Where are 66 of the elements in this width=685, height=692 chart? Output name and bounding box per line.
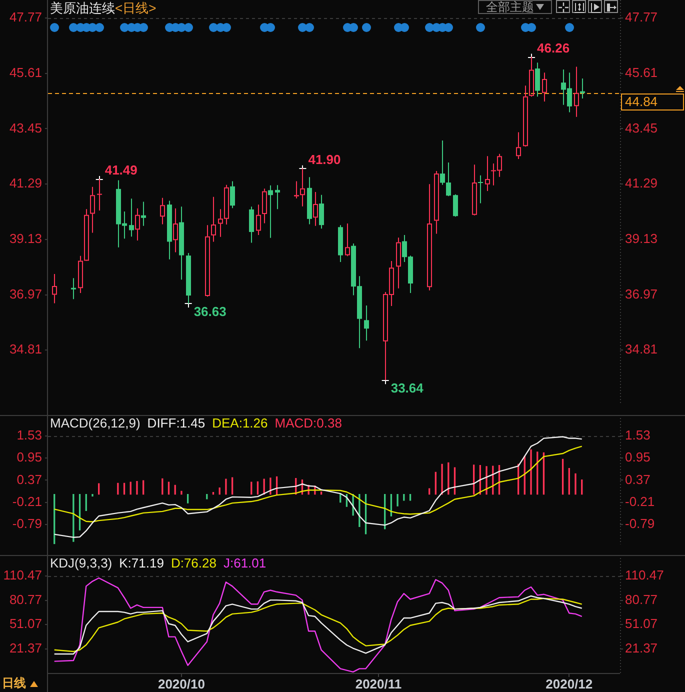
y-tick-label: 110.47: [3, 568, 42, 583]
annotation: 36.63: [194, 304, 226, 320]
y-tick-label: 41.29: [9, 176, 42, 191]
y2-tick-label: 110.47: [625, 568, 664, 583]
y2-tick-label: 51.07: [625, 616, 658, 632]
text: K:71.19: [119, 556, 164, 571]
y-tick-label: -0.79: [12, 516, 42, 531]
series-label: J:61.01: [223, 556, 266, 571]
candlestick: [230, 180, 235, 209]
y2-tick-label: 0.95: [625, 450, 650, 465]
candlestick: [478, 174, 483, 204]
y-tick-label: -0.21: [12, 494, 42, 509]
annotation: 41.90: [308, 152, 341, 168]
x-tick-label: 2020/12: [546, 676, 593, 692]
y2-tick-label: 41.29: [625, 176, 658, 191]
candlestick: [453, 194, 458, 218]
y-tick-label: 43.45: [9, 120, 42, 136]
y-tick-label: 36.97: [9, 286, 42, 302]
ref-line-label: 44.84: [625, 94, 658, 110]
candlestick: [129, 198, 134, 238]
candlestick: [71, 278, 76, 300]
candlestick: [294, 180, 299, 199]
y-tick-label: 0.37: [16, 472, 42, 487]
y2-tick-label: 34.81: [625, 342, 658, 357]
y2-tick-label: 21.37: [625, 640, 658, 656]
y-tick-label: 47.77: [9, 10, 42, 25]
chart-title: 美原油连续: [50, 0, 115, 16]
text: DEA:1.26: [212, 416, 268, 431]
candlestick: [249, 206, 254, 244]
candlestick: [364, 305, 369, 342]
text: 日线: [2, 676, 26, 691]
candlestick: [275, 184, 280, 210]
y-tick-label: 39.13: [9, 230, 42, 246]
y2-tick-label: 47.77: [625, 10, 658, 25]
y2-tick-label: 43.45: [625, 120, 658, 136]
y-tick-label: 21.37: [9, 640, 42, 656]
y2-tick-label: 39.13: [625, 230, 658, 246]
y2-tick-label: -0.21: [625, 494, 655, 509]
candlestick: [319, 194, 324, 230]
y2-tick-label: 0.37: [625, 472, 650, 487]
x-tick-label: 2020/10: [158, 676, 205, 692]
chart-subtitle: <日线>: [115, 0, 156, 16]
y2-tick-label: 36.97: [625, 286, 658, 302]
y-tick-label: 1.53: [16, 428, 42, 443]
text: D:76.28: [170, 556, 216, 571]
y2-tick-label: -0.79: [625, 516, 655, 531]
x-tick-label: 2020/11: [355, 676, 402, 692]
y2-tick-label: 80.77: [625, 592, 658, 607]
y-tick-label: 80.77: [9, 592, 42, 607]
dropdown-button: 全部主题: [478, 0, 552, 14]
candlestick: [535, 62, 540, 98]
y2-tick-label: 45.61: [625, 64, 658, 80]
y-tick-label: 34.81: [9, 342, 42, 357]
candlestick: [141, 201, 146, 226]
chart-title: KDJ(9,3,3): [50, 556, 112, 571]
y2-tick-label: 1.53: [625, 428, 650, 443]
y-tick-label: 0.95: [16, 450, 42, 465]
y-tick-label: 45.61: [9, 64, 42, 80]
annotation: 41.49: [104, 162, 138, 178]
candlestick: [268, 184, 273, 238]
annotation: 46.26: [537, 40, 570, 56]
y-tick-label: 51.07: [9, 616, 42, 632]
annotation: 33.64: [390, 380, 424, 396]
text: DIFF:1.45: [147, 416, 206, 431]
text: MACD:0.38: [274, 416, 342, 431]
chart-title: MACD(26,12,9): [50, 416, 140, 431]
